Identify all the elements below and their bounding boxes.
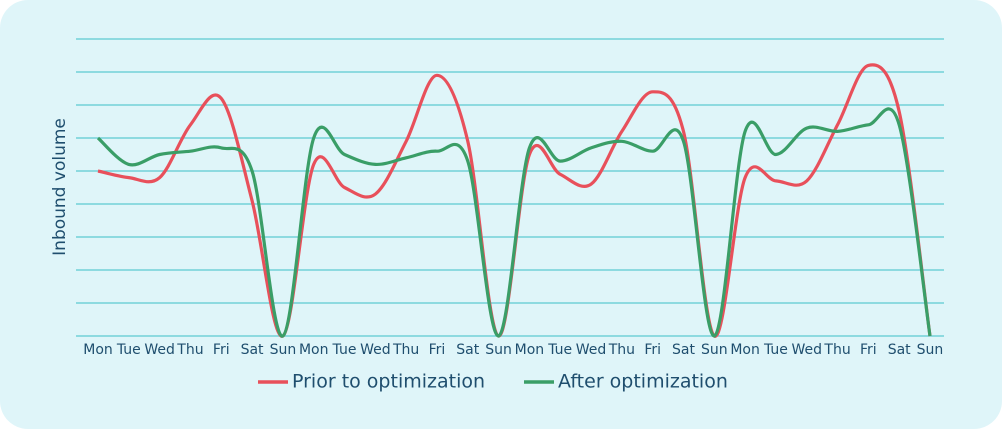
x-tick-label: Thu [823, 342, 850, 358]
x-tick-label: Tue [763, 342, 788, 358]
x-tick-label: Thu [176, 342, 203, 358]
x-tick-label: Sun [270, 342, 297, 358]
x-tick-label: Sun [917, 342, 944, 358]
x-tick-label: Fri [213, 342, 230, 358]
x-tick-label: Thu [608, 342, 635, 358]
y-axis-label: Inbound volume [50, 118, 70, 256]
x-tick-label: Sat [241, 342, 264, 358]
x-tick-label: Wed [576, 342, 607, 358]
x-tick-label: Wed [144, 342, 175, 358]
legend-label: After optimization [558, 371, 728, 393]
x-tick-label: Sat [672, 342, 695, 358]
x-tick-label: Mon [83, 342, 113, 358]
x-tick-label: Fri [429, 342, 446, 358]
x-tick-label: Mon [299, 342, 329, 358]
x-tick-label: Thu [392, 342, 419, 358]
x-tick-label: Tue [547, 342, 572, 358]
x-tick-label: Sat [888, 342, 911, 358]
x-tick-label: Fri [860, 342, 877, 358]
x-tick-label: Sun [701, 342, 728, 358]
series-line [96, 107, 932, 338]
x-tick-label: Wed [791, 342, 822, 358]
x-tick-label: Wed [360, 342, 391, 358]
x-tick-label: Mon [730, 342, 760, 358]
x-tick-label: Tue [116, 342, 141, 358]
x-tick-label: Mon [515, 342, 545, 358]
x-tick-label: Tue [332, 342, 357, 358]
x-tick-label: Sat [456, 342, 479, 358]
x-tick-label: Fri [644, 342, 661, 358]
legend-label: Prior to optimization [292, 371, 485, 393]
x-tick-label: Sun [485, 342, 512, 358]
